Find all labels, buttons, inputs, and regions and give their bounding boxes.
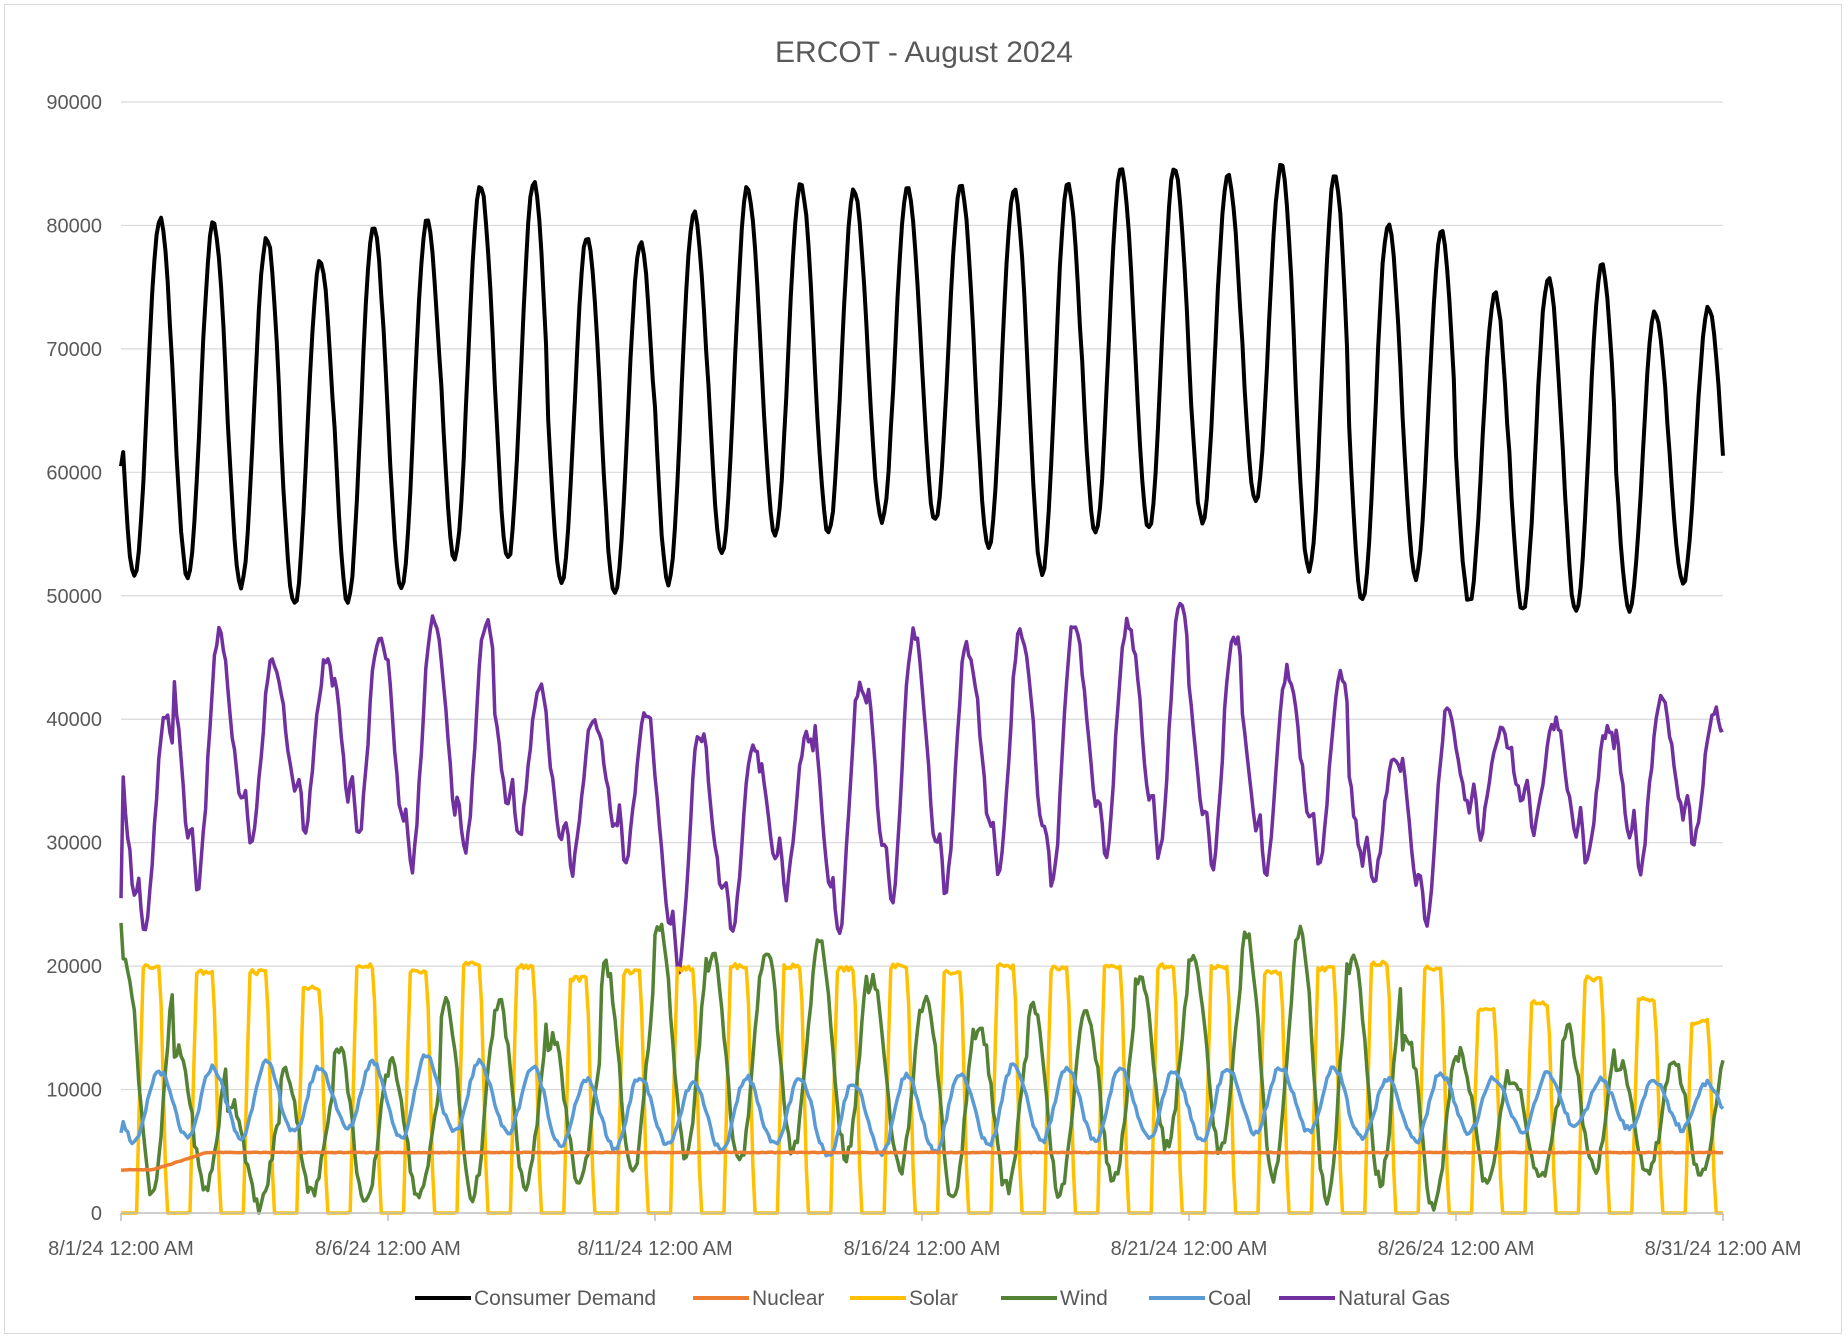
y-tick-label-20000: 20000: [46, 956, 102, 978]
legend-label-coal: Coal: [1208, 1287, 1251, 1310]
y-tick-label-40000: 40000: [46, 709, 102, 731]
legend-label-demand: Consumer Demand: [474, 1287, 656, 1310]
chart-frame: ERCOT - August 2024 0 10000 20000 30000 4000…: [4, 4, 1842, 1334]
legend-entry-coal: Coal: [1149, 1287, 1251, 1310]
legend: Consumer Demand Nuclear Solar Wind Coal Natur…: [415, 1287, 1450, 1310]
x-axis: [120, 1212, 1724, 1221]
x-tick-label-2: 8/11/24 12:00 AM: [577, 1238, 732, 1260]
series-lines: [119, 162, 1725, 1215]
legend-entry-wind: Wind: [1001, 1287, 1108, 1310]
series-line-gas: [119, 601, 1724, 975]
y-tick-label-80000: 80000: [46, 215, 102, 237]
legend-entry-nuclear: Nuclear: [693, 1287, 824, 1310]
legend-label-gas: Natural Gas: [1338, 1287, 1450, 1310]
chart-title: ERCOT - August 2024: [775, 36, 1073, 69]
y-tick-label-50000: 50000: [46, 586, 102, 608]
legend-label-nuclear: Nuclear: [752, 1287, 824, 1310]
y-tick-label-90000: 90000: [46, 92, 102, 114]
x-tick-label-4: 8/21/24 12:00 AM: [1111, 1238, 1268, 1260]
chart-svg: ERCOT - August 2024 0 10000 20000 30000 4000…: [46, 36, 1801, 1310]
legend-entry-solar: Solar: [850, 1287, 958, 1310]
y-tick-label-70000: 70000: [46, 339, 102, 361]
series-line-wind: [119, 922, 1725, 1215]
x-tick-label-1: 8/6/24 12:00 AM: [315, 1238, 461, 1260]
y-tick-label-30000: 30000: [46, 833, 102, 855]
series-line-demand: [119, 162, 1725, 614]
legend-entry-demand: Consumer Demand: [415, 1287, 656, 1310]
gridlines: [121, 101, 1723, 1091]
y-tick-label-60000: 60000: [46, 462, 102, 484]
series-line-nuclear: [121, 1150, 1724, 1172]
legend-entry-gas: Natural Gas: [1279, 1287, 1450, 1310]
legend-label-wind: Wind: [1060, 1287, 1108, 1310]
x-tick-label-5: 8/26/24 12:00 AM: [1378, 1238, 1535, 1260]
legend-label-solar: Solar: [909, 1287, 958, 1310]
y-axis-tick-labels: 0 10000 20000 30000 40000 50000 60000 70000 8000…: [46, 92, 102, 1225]
x-axis-tick-labels: 8/1/24 12:00 AM 8/6/24 12:00 AM 8/11/24 12…: [48, 1238, 1801, 1260]
y-tick-label-0: 0: [91, 1203, 102, 1225]
x-tick-label-3: 8/16/24 12:00 AM: [844, 1238, 1001, 1260]
y-tick-label-10000: 10000: [46, 1080, 102, 1102]
series-line-coal: [119, 1053, 1725, 1158]
x-tick-label-6: 8/31/24 12:00 AM: [1645, 1238, 1802, 1260]
x-tick-label-0: 8/1/24 12:00 AM: [48, 1238, 194, 1260]
